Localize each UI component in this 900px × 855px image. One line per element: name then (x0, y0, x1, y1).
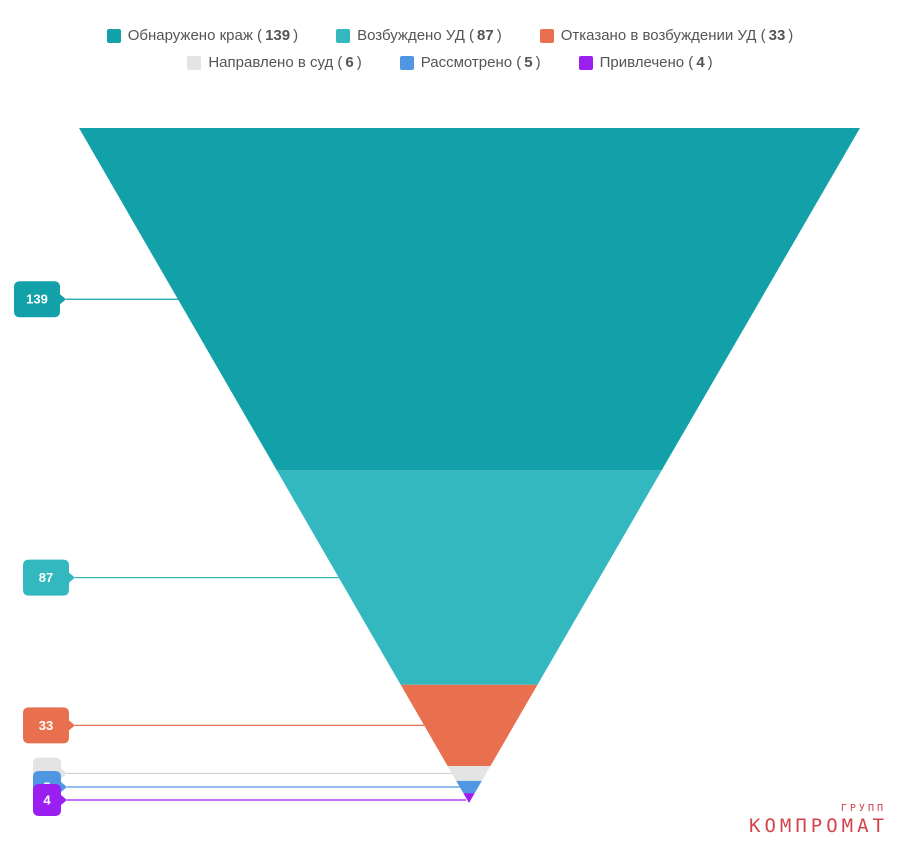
legend-swatch (539, 28, 554, 43)
label-box (23, 559, 75, 596)
funnel-segment[interactable] (456, 780, 482, 794)
legend-item[interactable]: Привлечено (4) (578, 54, 713, 71)
label-text: 4 (43, 792, 51, 807)
legend: Обнаружено краж (139) Возбуждено УД (87) О… (0, 22, 900, 76)
legend-label: Отказано в возбуждении УД (560, 27, 757, 44)
legend-paren: ( (464, 27, 475, 44)
watermark-sub: ГРУПП (840, 803, 886, 814)
legend-row: Направлено в суд (6) Рассмотрено (5) Привл… (0, 49, 900, 76)
data-label: 5 (33, 770, 460, 803)
data-label: 139 (14, 281, 178, 318)
legend-value: 33 (768, 27, 786, 44)
funnel-segment[interactable] (447, 766, 491, 781)
label-text: 87 (39, 570, 53, 585)
label-box (23, 707, 75, 744)
legend-item[interactable]: Рассмотрено (5) (399, 54, 541, 71)
legend-swatch (399, 55, 414, 70)
legend-swatch (336, 28, 351, 43)
data-label: 4 (33, 783, 467, 816)
legend-item[interactable]: Возбуждено УД (87) (336, 27, 502, 44)
data-label: 87 (23, 559, 339, 596)
legend-paren: ( (252, 27, 263, 44)
legend-paren: ) (707, 54, 713, 71)
legend-label: Возбуждено УД (357, 27, 465, 44)
label-box (33, 783, 67, 816)
legend-label: Обнаружено краж (127, 27, 253, 44)
funnel-segment[interactable] (463, 793, 475, 803)
legend-paren: ) (788, 27, 794, 44)
legend-label: Направлено в суд (208, 54, 334, 71)
funnel-segment[interactable] (276, 470, 662, 685)
legend-value: 5 (524, 54, 533, 71)
legend-paren: ( (333, 54, 343, 71)
funnel-segment[interactable] (79, 128, 860, 471)
legend-value: 4 (696, 54, 705, 71)
label-text: 33 (39, 718, 53, 733)
watermark: ГРУПП КОМПРОМАТ (749, 803, 888, 837)
legend-label: Привлечено (599, 54, 685, 71)
legend-paren: ( (684, 54, 694, 71)
funnel-segment[interactable] (400, 684, 538, 767)
label-box (14, 281, 66, 318)
legend-row: Обнаружено краж (139) Возбуждено УД (87) О… (0, 22, 900, 49)
legend-value: 139 (265, 27, 291, 44)
legend-paren: ) (496, 27, 502, 44)
watermark-main: КОМПРОМАТ (749, 815, 888, 837)
legend-label: Рассмотрено (420, 54, 513, 71)
legend-paren: ) (356, 54, 362, 71)
legend-item[interactable]: Отказано в возбуждении УД (33) (539, 27, 794, 44)
legend-value: 6 (345, 54, 354, 71)
legend-paren: ( (512, 54, 522, 71)
legend-paren: ) (293, 27, 299, 44)
data-label: 33 (23, 707, 425, 744)
legend-value: 87 (477, 27, 494, 44)
data-label: 6 (33, 757, 452, 790)
legend-item[interactable]: Направлено в суд (6) (187, 54, 362, 71)
legend-paren: ) (535, 54, 541, 71)
legend-item[interactable]: Обнаружено краж (139) (106, 27, 299, 44)
legend-swatch (106, 28, 121, 43)
label-text: 139 (26, 292, 48, 307)
legend-swatch (578, 55, 593, 70)
legend-swatch (187, 55, 202, 70)
legend-paren: ( (756, 27, 766, 44)
